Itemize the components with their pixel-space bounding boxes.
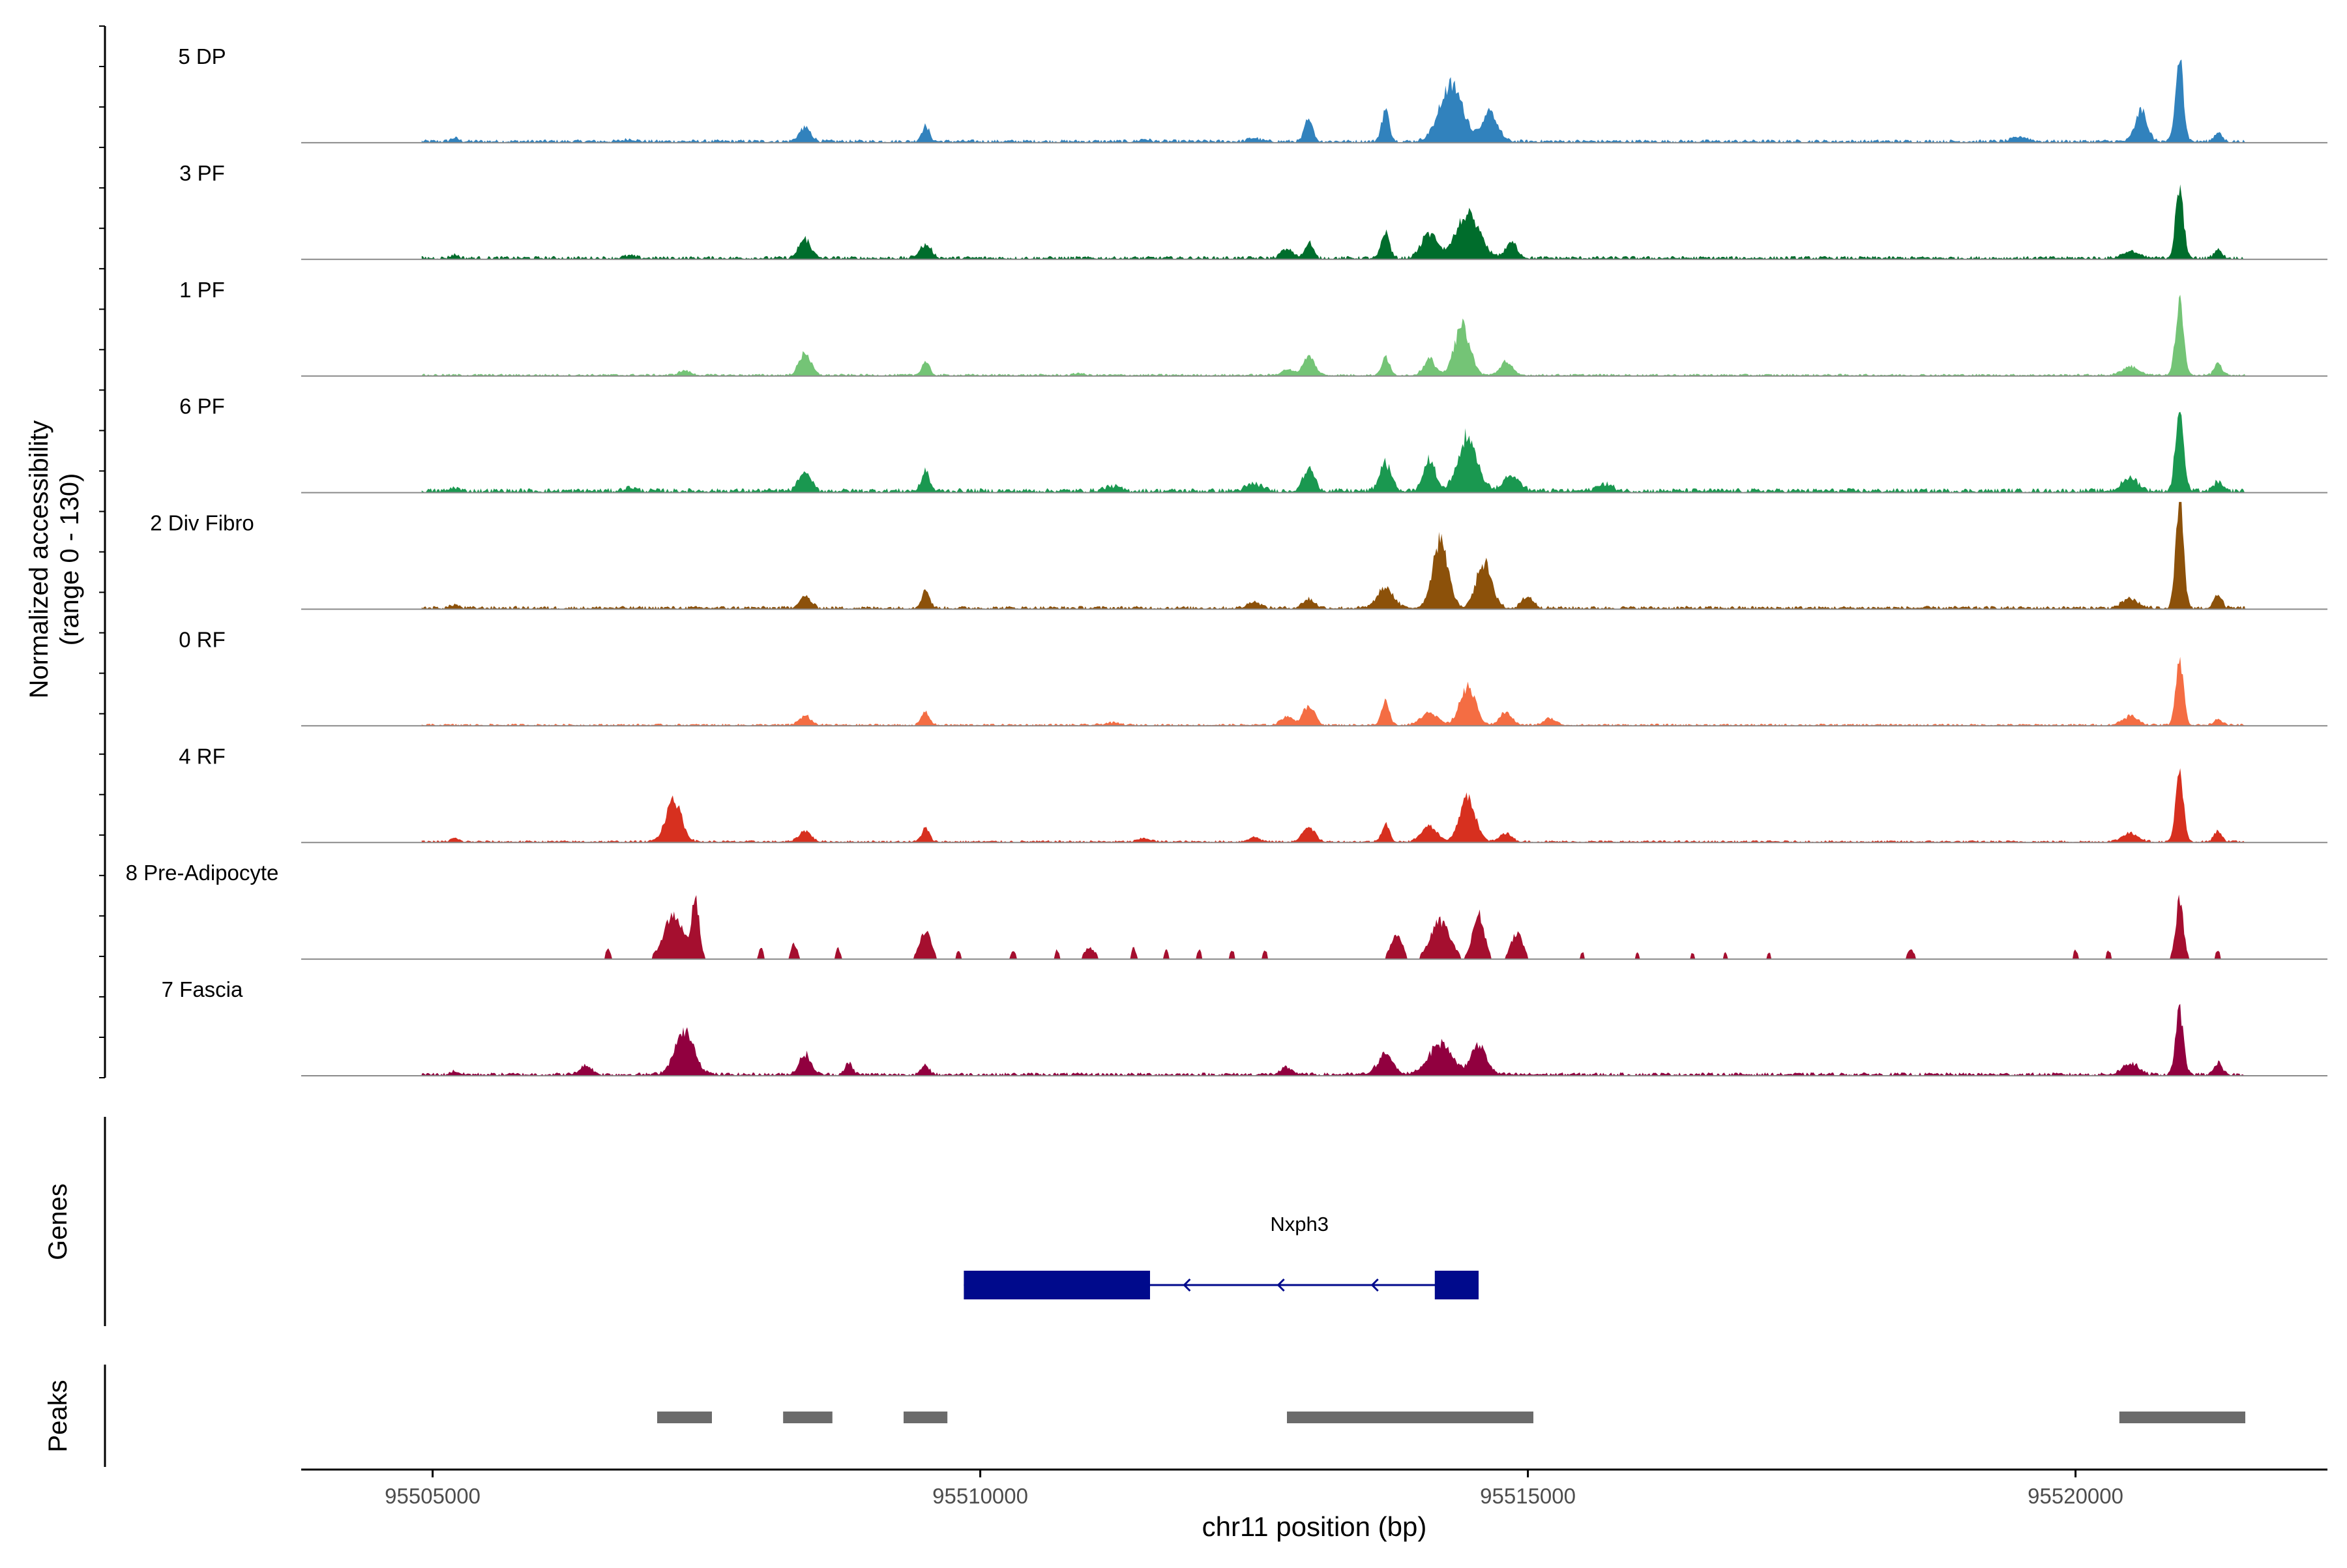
coverage-track: 5 DP (178, 44, 2327, 143)
peak-region (657, 1412, 712, 1423)
track-label: 1 PF (179, 278, 225, 302)
coverage-signal-area (421, 295, 2245, 376)
x-axis-tick-label: 95510000 (932, 1484, 1028, 1508)
gene-track: Nxph3 (964, 1213, 1479, 1299)
x-axis: chr11 position (bp) 95505000 95510000 9551… (301, 1468, 2327, 1542)
gene-strand-arrow (1277, 1278, 1285, 1292)
gene-strand-arrow (1183, 1278, 1191, 1292)
coverage-track: 6 PF (179, 394, 2327, 494)
gene-exon (1434, 1271, 1479, 1299)
track-label: 7 Fascia (162, 977, 243, 1001)
coverage-signal-area (421, 184, 2245, 259)
x-axis-tick-label: 95520000 (2028, 1484, 2123, 1508)
peak-region (904, 1412, 948, 1423)
coverage-signal-area (421, 59, 2245, 143)
coverage-track: 3 PF (179, 161, 2327, 260)
genes-panel-label: Genes (44, 1183, 72, 1260)
coverage-left-axis (99, 25, 106, 1078)
coverage-signal-area (421, 657, 2245, 726)
y-axis-title: Normalized accessibility (range 0 - 130) (25, 421, 84, 699)
track-label: 5 DP (178, 44, 226, 68)
coverage-track: 8 Pre-Adipocyte (126, 861, 2327, 960)
y-axis-title-line1: Normalized accessibility (25, 421, 53, 699)
coverage-signal-area (421, 1003, 2245, 1076)
coverage-track: 1 PF (179, 278, 2327, 377)
coverage-tracks: 5 DP 3 PF 1 PF 6 PF 2 Div Fibro 0 RF 4 RF 8 Pre… (126, 44, 2327, 1076)
peaks-panel-label: Peaks (44, 1380, 72, 1452)
coverage-signal-area (421, 768, 2245, 843)
coverage-track: 0 RF (179, 627, 2327, 727)
gene-strand-arrow (1370, 1278, 1379, 1292)
coverage-signal-area (421, 411, 2245, 493)
track-label: 3 PF (179, 161, 225, 185)
coverage-signal-area (421, 501, 2245, 610)
x-axis-tick-label: 95515000 (1480, 1484, 1576, 1508)
track-label: 6 PF (179, 394, 225, 419)
coverage-track: 2 Div Fibro (150, 501, 2327, 610)
track-label: 2 Div Fibro (150, 511, 254, 535)
x-axis-tick-label: 95505000 (385, 1484, 480, 1508)
peaks-panel: Peaks (44, 1365, 2245, 1467)
x-axis-title: chr11 position (bp) (1202, 1511, 1427, 1542)
peak-region (783, 1412, 833, 1423)
peak-region (2119, 1412, 2245, 1423)
gene-name-label: Nxph3 (1270, 1213, 1329, 1235)
coverage-track: 4 RF (179, 744, 2327, 844)
y-axis-title-line2: (range 0 - 130) (55, 473, 84, 646)
coverage-track: 7 Fascia (162, 977, 2327, 1076)
coverage-signal-area (585, 895, 2245, 960)
peak-track (657, 1412, 2245, 1423)
track-label: 4 RF (179, 744, 226, 768)
track-label: 0 RF (179, 627, 226, 651)
genes-panel: Genes Nxph3 (44, 1117, 1479, 1326)
gene-exon (964, 1271, 1150, 1299)
peak-region (1287, 1412, 1533, 1423)
track-label: 8 Pre-Adipocyte (126, 861, 279, 885)
